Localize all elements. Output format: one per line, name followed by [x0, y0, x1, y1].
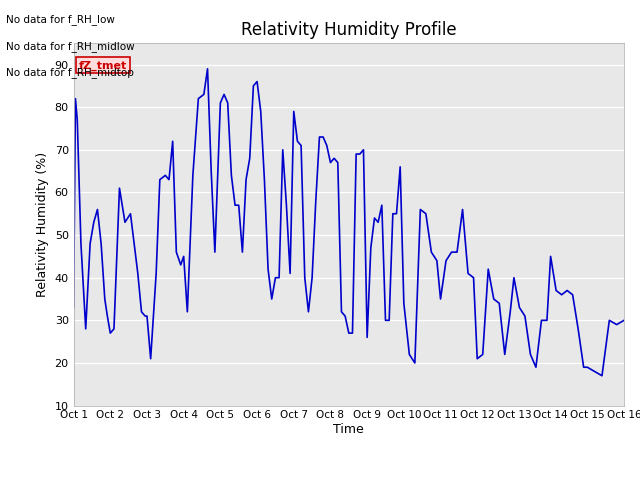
- Text: No data for f_RH_midlow: No data for f_RH_midlow: [6, 41, 135, 52]
- Legend: 22m: 22m: [305, 475, 393, 480]
- X-axis label: Time: Time: [333, 423, 364, 436]
- Y-axis label: Relativity Humidity (%): Relativity Humidity (%): [36, 152, 49, 297]
- Title: Relativity Humidity Profile: Relativity Humidity Profile: [241, 21, 456, 39]
- Text: No data for f_RH_midtop: No data for f_RH_midtop: [6, 67, 134, 78]
- Text: fZ_tmet: fZ_tmet: [79, 60, 127, 71]
- Text: No data for f_RH_low: No data for f_RH_low: [6, 14, 115, 25]
